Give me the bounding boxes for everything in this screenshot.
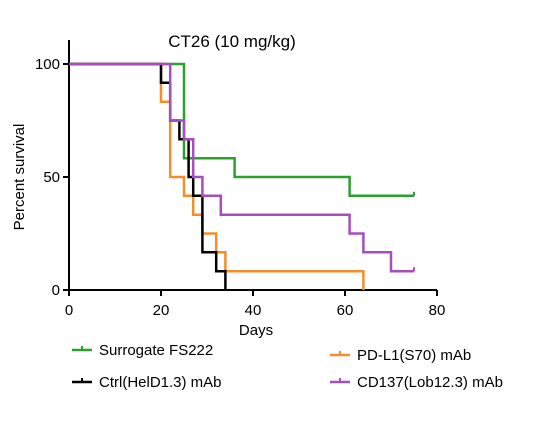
x-tick-label-40: 40	[245, 302, 262, 319]
series-line-0	[69, 62, 414, 198]
x-axis-title: Days	[239, 322, 273, 339]
x-tick-label-80: 80	[429, 302, 446, 319]
series-line-2	[69, 62, 227, 290]
x-tick-label-20: 20	[153, 302, 170, 319]
legend-label-1: PD-L1(S70) mAb	[357, 347, 471, 364]
legend-label-3: CD137(Lob12.3) mAb	[357, 374, 503, 391]
x-tick-label-0: 0	[65, 302, 73, 319]
y-axis-title: Percent survival	[11, 124, 28, 231]
legend-label-2: Ctrl(HelD1.3) mAb	[99, 374, 222, 391]
chart-title: CT26 (10 mg/kg)	[168, 32, 296, 51]
y-tick-label-0: 0	[52, 282, 60, 299]
legend-label-0: Surrogate FS222	[99, 342, 213, 359]
x-tick-label-60: 60	[337, 302, 354, 319]
series-layer	[69, 62, 415, 290]
y-tick-label-100: 100	[35, 56, 60, 73]
y-tick-label-50: 50	[43, 169, 60, 186]
axes: 0 20 40 60 80 0 50 100	[35, 40, 445, 319]
legend: Surrogate FS222 PD-L1(S70) mAb Ctrl(HelD1.…	[72, 342, 503, 391]
series-line-3	[69, 62, 414, 273]
series-line-1	[69, 62, 365, 290]
